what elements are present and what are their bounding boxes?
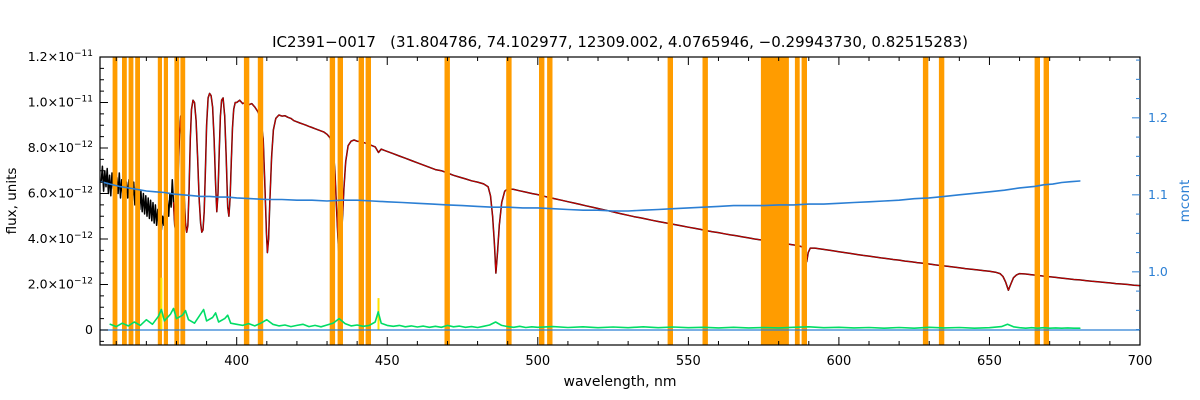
mask-band — [801, 57, 807, 345]
mask-band — [1034, 57, 1040, 345]
axes-layer: 400 450 500 550 600 650 700 0 2.0×10−12 4.0×10−12… — [28, 49, 1168, 369]
mask-band — [157, 57, 162, 345]
mask-band — [163, 57, 168, 345]
model-fit-line — [173, 92, 1141, 291]
y-right-axis-label: mcont — [1177, 180, 1193, 223]
x-tick-label: 400 — [224, 354, 249, 369]
mask-band — [938, 57, 945, 345]
chart-title: IC2391−0017 (31.804786, 74.102977, 12309… — [272, 33, 968, 51]
mask-band — [1043, 57, 1049, 345]
x-tick-label: 450 — [375, 354, 400, 369]
x-axis-label: wavelength, nm — [564, 374, 677, 390]
overlay-layer — [100, 180, 1140, 331]
spectrum-layer — [100, 92, 1141, 291]
mask-band — [506, 57, 512, 345]
mask-band-layer — [112, 57, 1049, 345]
mask-band — [667, 57, 673, 345]
mask-band — [174, 57, 180, 345]
mask-band — [702, 57, 708, 345]
x-tick-label: 500 — [525, 354, 550, 369]
mask-band — [547, 57, 553, 345]
y-left-tick-label: 2.0×10−12 — [28, 276, 93, 291]
mask-band — [180, 57, 186, 345]
x-tick-label: 550 — [676, 354, 701, 369]
y-right-tick-label: 1.2 — [1148, 110, 1168, 125]
y-left-tick-label: 1.2×10−11 — [28, 49, 93, 64]
mask-band — [135, 57, 140, 345]
mask-band — [760, 57, 789, 345]
y-right-tick-label: 1.0 — [1148, 264, 1168, 279]
y-left-tick-label: 8.0×10−12 — [28, 140, 93, 155]
y-left-axis-label: flux, units — [4, 168, 20, 235]
y-left-tick-label: 4.0×10−12 — [28, 231, 93, 246]
y-left-tick-label: 0 — [85, 322, 93, 337]
y-left-tick-label: 6.0×10−12 — [28, 185, 93, 200]
x-tick-label: 700 — [1128, 354, 1153, 369]
mask-band — [243, 57, 250, 345]
mask-band — [922, 57, 929, 345]
residual-line — [109, 307, 1081, 330]
mcont-line — [100, 180, 1081, 212]
y-right-tick-label: 1.1 — [1148, 187, 1168, 202]
mask-band — [257, 57, 264, 345]
plot-frame — [99, 56, 1141, 346]
y-left-tick-label: 1.0×10−11 — [28, 94, 93, 109]
mask-band — [539, 57, 545, 345]
mask-band — [122, 57, 127, 345]
x-tick-label: 650 — [977, 354, 1002, 369]
mask-band — [794, 57, 800, 345]
x-tick-label: 600 — [826, 354, 851, 369]
mask-band — [112, 57, 118, 345]
mask-band — [444, 57, 450, 345]
mask-band — [128, 57, 134, 345]
